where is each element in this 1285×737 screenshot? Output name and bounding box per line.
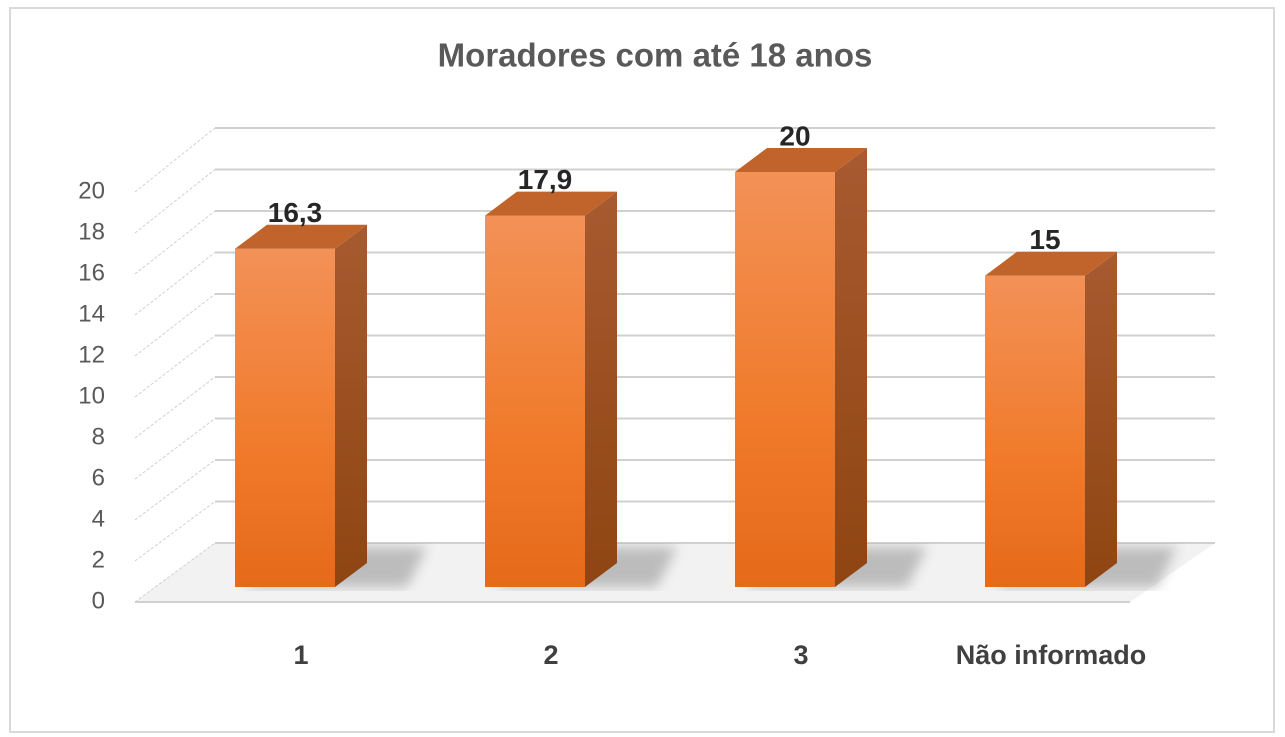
- side-grid-line: [134, 459, 216, 521]
- y-tick-label: 0: [92, 587, 105, 614]
- y-tick-label: 20: [78, 177, 105, 204]
- y-tick-label: 16: [78, 259, 105, 286]
- side-grid-line: [134, 501, 216, 562]
- y-tick-label: 12: [78, 341, 105, 368]
- data-label: 20: [779, 120, 810, 151]
- side-grid-line: [134, 252, 216, 316]
- bar-side: [1085, 251, 1117, 587]
- y-tick-label: 10: [78, 382, 105, 409]
- y-tick-label: 14: [78, 300, 105, 327]
- bar-side: [835, 148, 867, 587]
- side-grid-line: [134, 418, 216, 480]
- y-tick-label: 8: [92, 423, 105, 450]
- data-label: 17,9: [518, 164, 573, 195]
- side-grid-line: [134, 542, 216, 603]
- bar-top: [235, 224, 367, 249]
- side-grid-line: [134, 293, 216, 357]
- data-label: 16,3: [268, 197, 323, 228]
- bar-top: [485, 191, 617, 216]
- bar-side: [585, 191, 617, 587]
- x-tick-label: 2: [543, 640, 559, 670]
- side-grid-line: [134, 376, 216, 439]
- bar: [485, 215, 585, 587]
- bar-side: [335, 224, 367, 587]
- bar: [735, 172, 835, 587]
- chart-title: Moradores com até 18 anos: [438, 37, 873, 74]
- side-grid-line: [134, 335, 216, 398]
- x-tick-label: Não informado: [955, 640, 1147, 670]
- x-tick-label: 3: [793, 640, 809, 670]
- y-tick-label: 18: [78, 218, 105, 245]
- data-label: 15: [1029, 224, 1060, 255]
- y-tick-label: 2: [92, 546, 105, 573]
- y-tick-label: 4: [92, 505, 105, 532]
- bar-top: [735, 148, 867, 172]
- side-grid-line: [134, 169, 216, 234]
- y-tick-label: 6: [92, 464, 105, 491]
- bar: [235, 248, 335, 587]
- x-tick-label: 1: [293, 640, 309, 670]
- bar-top: [985, 251, 1117, 276]
- side-grid-line: [134, 127, 216, 193]
- side-grid-line: [134, 210, 216, 275]
- bar: [985, 275, 1085, 587]
